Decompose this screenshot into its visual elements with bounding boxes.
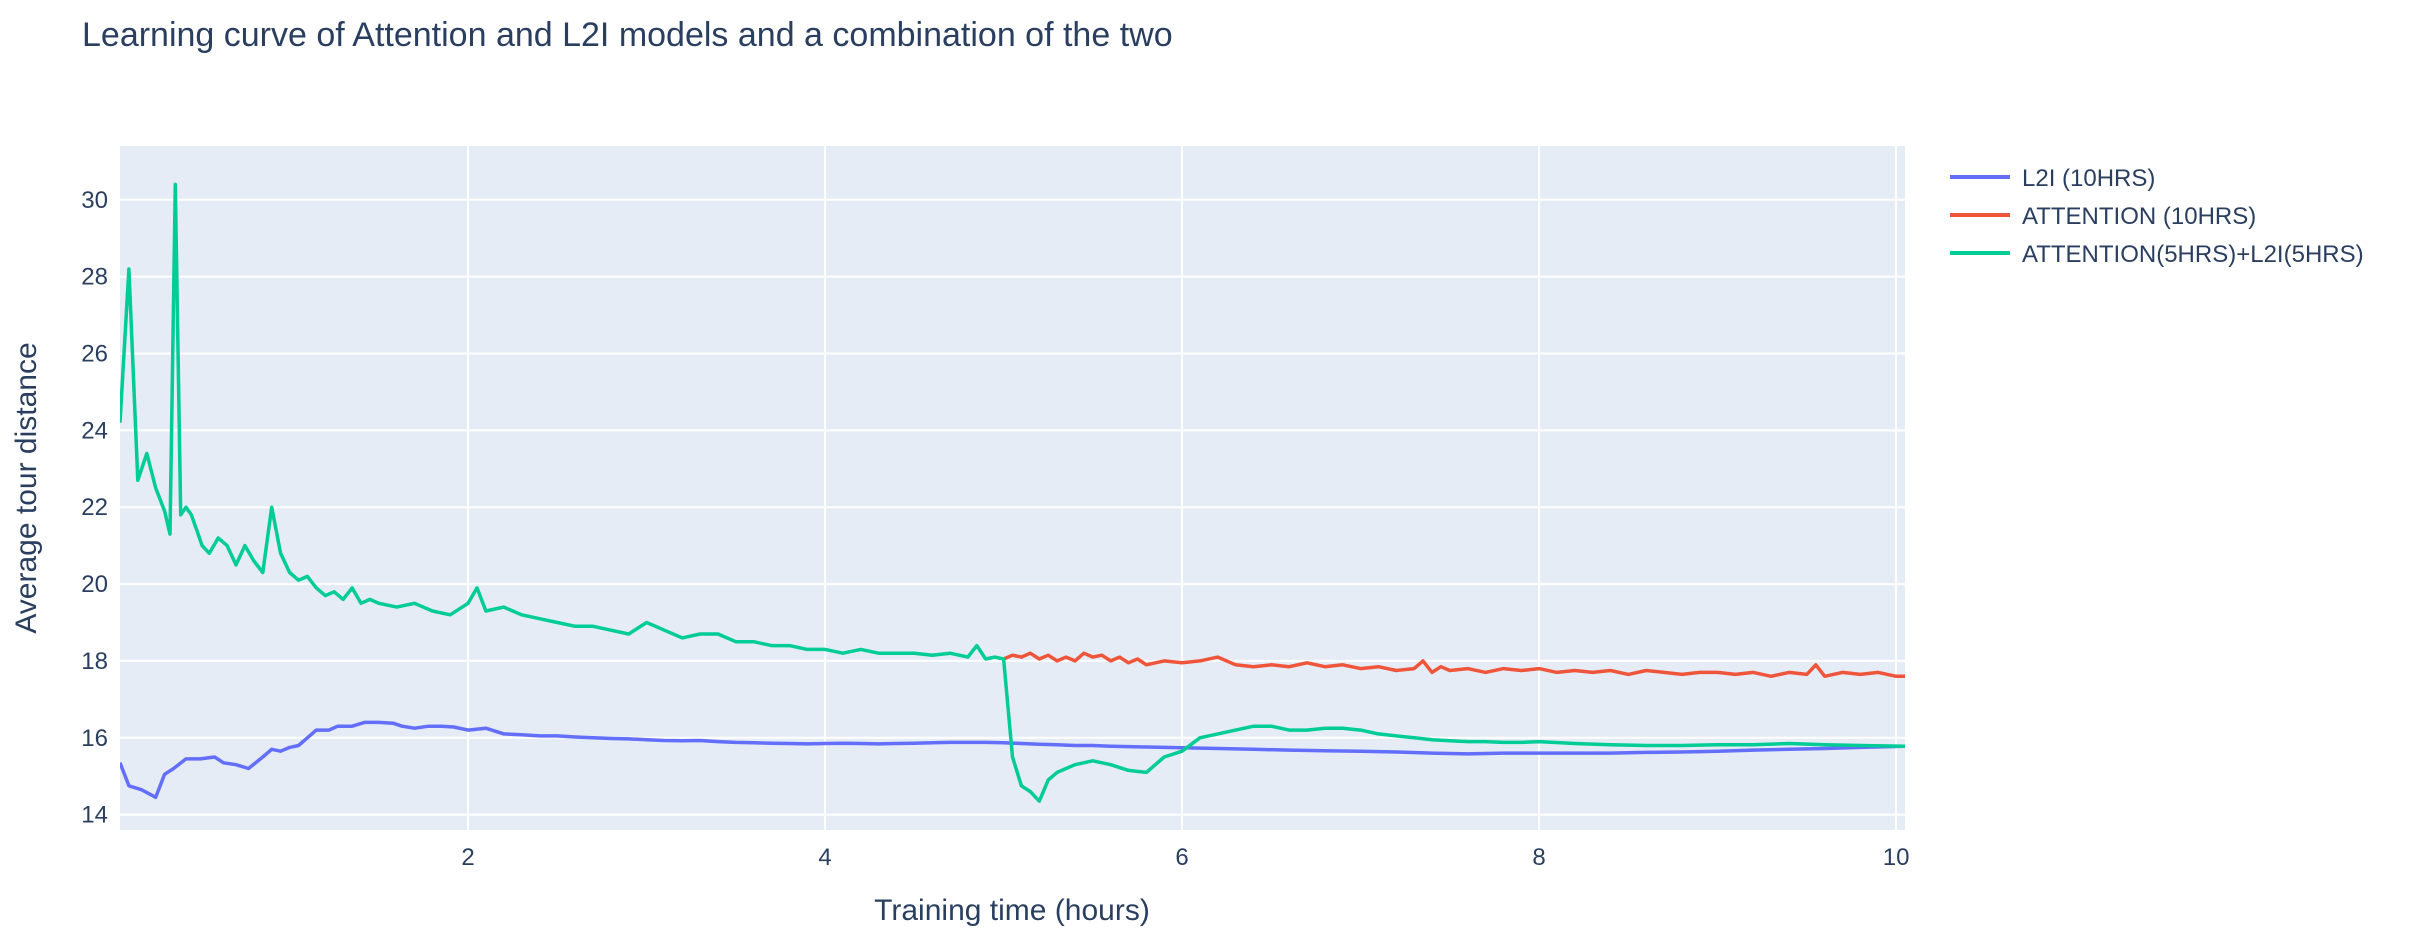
legend-item[interactable]: ATTENTION(5HRS)+L2I(5HRS) bbox=[1950, 241, 2364, 268]
y-tick-label: 18 bbox=[81, 648, 108, 675]
y-tick-label: 16 bbox=[81, 725, 108, 752]
legend-item[interactable]: ATTENTION (10HRS) bbox=[1950, 203, 2256, 230]
legend-label: ATTENTION (10HRS) bbox=[2022, 203, 2256, 230]
legend-item[interactable]: L2I (10HRS) bbox=[1950, 165, 2155, 192]
series-layer bbox=[120, 182, 1905, 803]
y-axis-title: Average tour distance bbox=[10, 342, 43, 633]
y-tick-label: 28 bbox=[81, 264, 108, 291]
y-axis-ticks: 14 16 18 20 22 24 26 28 30 bbox=[81, 187, 108, 829]
y-tick-label: 30 bbox=[81, 187, 108, 214]
plot-area bbox=[120, 146, 1905, 830]
x-axis-ticks: 2 4 6 8 10 bbox=[461, 844, 1909, 871]
legend[interactable]: L2I (10HRS) ATTENTION (10HRS) ATTENTION(5H… bbox=[1950, 165, 2364, 268]
grid-lines bbox=[120, 146, 1905, 830]
series-line-1 bbox=[120, 720, 1905, 800]
y-tick-label: 24 bbox=[81, 417, 108, 444]
x-tick-label: 4 bbox=[818, 844, 831, 871]
x-tick-label: 2 bbox=[461, 844, 474, 871]
y-tick-label: 26 bbox=[81, 341, 108, 368]
legend-label: ATTENTION(5HRS)+L2I(5HRS) bbox=[2022, 241, 2364, 268]
x-tick-label: 10 bbox=[1883, 844, 1910, 871]
chart-title: Learning curve of Attention and L2I mode… bbox=[82, 16, 1173, 54]
y-tick-label: 20 bbox=[81, 571, 108, 598]
y-tick-label: 14 bbox=[81, 802, 108, 829]
series-line-2 bbox=[1002, 651, 1905, 679]
series-line-3 bbox=[120, 182, 1905, 803]
x-axis-title: Training time (hours) bbox=[874, 894, 1150, 927]
x-tick-label: 6 bbox=[1175, 844, 1188, 871]
y-tick-label: 22 bbox=[81, 494, 108, 521]
legend-label: L2I (10HRS) bbox=[2022, 165, 2155, 192]
x-tick-label: 8 bbox=[1532, 844, 1545, 871]
